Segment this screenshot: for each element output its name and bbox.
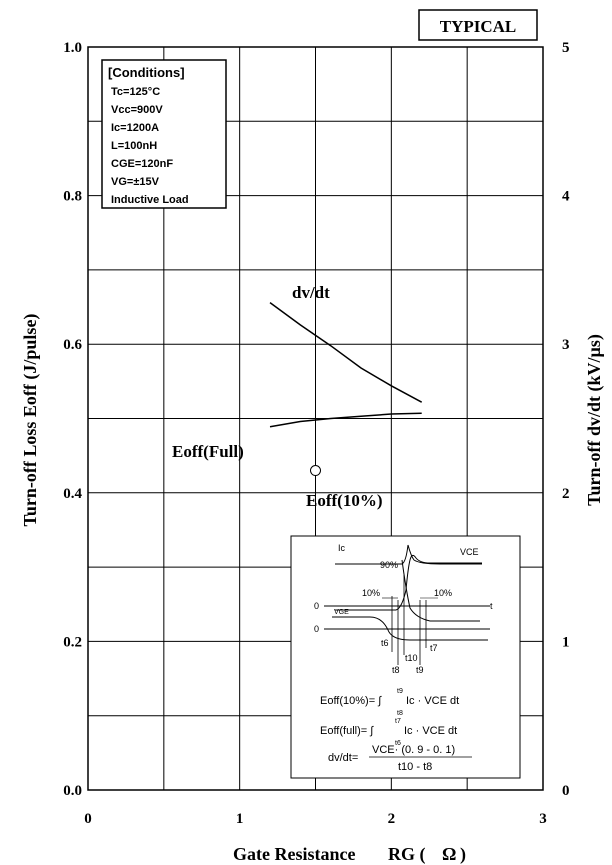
formula-dvdt: dv/dt= [328,752,358,764]
formula-eofffull-lower: t6 [395,740,401,747]
vge-waveform [332,616,488,641]
t10-label: t10 [405,653,418,663]
vce-waveform [335,554,482,611]
x-axis-close: ) [460,844,466,865]
x-axis-symbol: RG ( [388,844,426,865]
y-right-tick-label: 2 [562,486,570,502]
p10b-label: 10% [434,588,452,598]
y-left-tick-labels: 0.0 0.2 0.4 0.6 0.8 1.0 [63,40,82,799]
condition-line: Tc=125°C [111,86,160,98]
y-right-tick-labels: 0 1 2 3 4 5 [562,40,570,799]
vge-label: VGE [334,609,349,616]
series-label-dvdt: dv/dt [292,283,330,302]
p90-label: 90% [380,560,398,570]
p10a-label: 10% [362,588,380,598]
ic-waveform [335,544,482,565]
formula-eoff10-integrand: Ic · VCE dt [406,695,459,707]
condition-line: CGE=120nF [111,158,173,170]
y-right-tick-label: 5 [562,40,570,56]
plot-frame [87,46,544,791]
series-group [269,301,423,477]
y-left-tick-label: 0.4 [63,486,82,502]
ic-fall [401,559,480,622]
y-right-tick-label: 1 [562,634,570,650]
typical-badge-box [418,9,538,41]
condition-line: Inductive Load [111,194,189,206]
y-left-tick-label: 0.8 [63,189,82,205]
y-left-tick-label: 0.2 [63,634,82,650]
y-right-axis-label: Turn-off dv/dt (kV/µs) [584,334,605,506]
t6-label: t6 [381,638,389,648]
condition-line: L=100nH [111,140,157,152]
x-tick-label: 0 [84,811,92,827]
t8-label: t8 [392,665,400,675]
condition-line: Vcc=900V [111,104,163,116]
ic-label: Ic [338,543,346,553]
formula-eofffull-upper: t7 [395,718,401,725]
y-right-tick-label: 0 [562,783,570,799]
x-tick-label: 1 [236,811,244,827]
zero-label-b: 0 [314,624,319,634]
x-tick-label: 3 [539,811,547,827]
vce-label-top: VCE [460,547,479,557]
formula-eoff10: Eoff(10%)= ∫ [320,695,382,707]
formula-dvdt-denominator: t10 - t8 [398,761,432,773]
series-point-eoff-10 [310,465,321,477]
x-axis-unit: Ω [442,844,456,864]
conditions-title: [Conditions] [108,65,185,80]
typical-badge: TYPICAL [440,17,517,36]
formula-eofffull-integrand: Ic · VCE dt [404,725,457,737]
series-label-eoff-full: Eoff(Full) [172,442,244,461]
y-right-tick-label: 4 [562,189,570,205]
conditions-box: [Conditions] Tc=125°C Vcc=900V Ic=1200A … [101,59,227,209]
series-line-eoff-full [269,412,422,428]
t9-label: t9 [416,665,424,675]
series-line-dvdt [269,301,423,403]
y-left-tick-label: 1.0 [63,40,82,56]
formula-dvdt-numerator: VCE· (0. 9 - 0. 1) [372,744,455,756]
waveform-inset: Ic VCE 90% 10% 10% 0 0 t VGE t6 t7 t10 t… [290,535,521,779]
y-right-tick-label: 3 [562,337,570,353]
y-left-axis-label: Turn-off Loss Eoff (J/pulse) [20,314,41,527]
formula-eoff10-upper: t9 [397,688,403,695]
formula-eofffull: Eoff(full)= ∫ [320,725,374,737]
x-tick-labels: 0 1 2 3 [84,811,547,827]
x-tick-label: 2 [388,811,396,827]
x-axis-label: Gate Resistance [233,844,355,864]
series-label-eoff-10: Eoff(10%) [306,491,382,510]
t7-label: t7 [430,643,438,653]
t-axis-label: t [490,601,493,611]
condition-line: VG=±15V [111,176,160,188]
formula-eoff10-lower: t8 [397,710,403,717]
zero-label-a: 0 [314,601,319,611]
condition-line: Ic=1200A [111,122,159,134]
y-left-tick-label: 0.0 [63,783,82,799]
y-left-tick-label: 0.6 [63,337,82,353]
